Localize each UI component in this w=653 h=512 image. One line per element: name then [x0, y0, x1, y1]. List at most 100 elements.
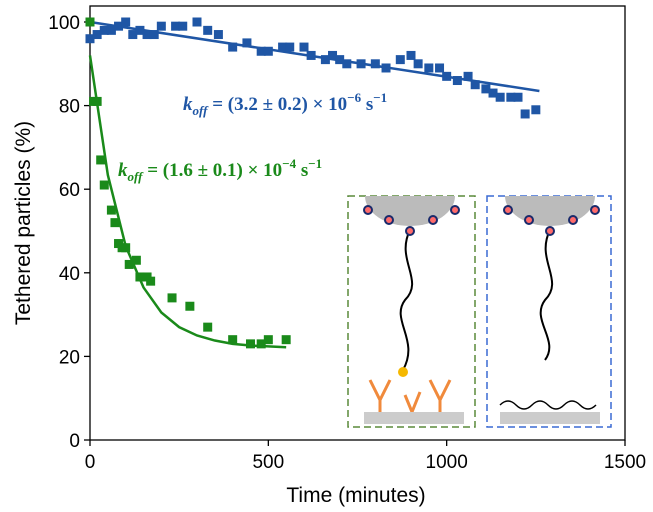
marker: [121, 17, 131, 27]
polymer-brush: [499, 400, 597, 410]
unit: s: [361, 94, 373, 115]
particle: [505, 196, 595, 226]
plot-frame: [89, 5, 626, 441]
y-axis-label: Tethered particles (%): [12, 121, 35, 325]
annotation-main: = (1.6 ± 0.1) × 10: [142, 160, 282, 181]
marker: [256, 339, 266, 349]
k-subscript: off: [193, 103, 210, 118]
marker: [370, 59, 380, 69]
marker: [171, 21, 181, 31]
marker: [452, 76, 462, 86]
marker: [442, 71, 452, 81]
marker: [149, 30, 159, 40]
marker: [413, 59, 423, 69]
marker: [520, 109, 530, 119]
marker: [531, 105, 541, 115]
marker: [335, 55, 345, 65]
binders: [363, 205, 600, 236]
marker: [328, 50, 338, 60]
y-tick-label: 80: [59, 97, 80, 118]
marker: [99, 25, 109, 35]
exponent: −4: [282, 156, 296, 171]
surface: [364, 412, 464, 424]
marker: [278, 42, 288, 52]
marker: [513, 92, 523, 102]
marker: [406, 50, 416, 60]
y-tick-label: 100: [48, 13, 80, 34]
marker: [124, 259, 134, 269]
tether: [399, 229, 414, 371]
marker: [121, 243, 131, 253]
marker: [213, 30, 223, 40]
marker: [435, 63, 445, 73]
k-symbol: k: [183, 94, 193, 115]
marker: [203, 25, 213, 35]
marker: [106, 25, 116, 35]
x-tick-label: 0: [85, 452, 96, 473]
marker: [281, 335, 291, 345]
marker: [299, 42, 309, 52]
marker: [96, 155, 106, 165]
marker: [146, 276, 156, 286]
marker: [131, 255, 141, 265]
annotation-main: = (3.2 ± 0.2) × 10: [207, 94, 347, 115]
marker: [481, 84, 491, 94]
marker: [246, 339, 255, 349]
marker: [203, 322, 213, 332]
marker: [356, 59, 366, 69]
marker: [128, 30, 138, 40]
marker: [135, 25, 145, 35]
x-tick-label: 1500: [604, 452, 646, 473]
marker: [85, 34, 95, 44]
marker: [110, 218, 120, 228]
y-tick-label: 40: [59, 264, 80, 285]
marker: [106, 205, 116, 215]
marker: [228, 42, 238, 52]
marker: [470, 80, 480, 90]
marker: [306, 50, 316, 60]
unit: s: [296, 160, 308, 181]
marker: [85, 17, 95, 27]
surface: [500, 412, 600, 424]
marker: [92, 96, 102, 106]
marker: [506, 92, 516, 102]
marker: [114, 21, 124, 31]
unit-exponent: −1: [373, 90, 387, 105]
marker: [424, 63, 434, 73]
marker: [256, 46, 266, 56]
particle: [365, 196, 455, 226]
marker: [263, 335, 273, 345]
annotation: koff = (1.6 ± 0.1) × 10−4 s−1: [118, 156, 322, 184]
y-tick-label: 60: [59, 180, 80, 201]
marker: [320, 55, 330, 65]
x-tick-label: 1000: [426, 452, 468, 473]
marker: [242, 38, 252, 48]
marker: [285, 42, 295, 52]
y-tick-label: 0: [69, 431, 80, 452]
k-subscript: off: [128, 169, 145, 184]
marker: [192, 17, 202, 27]
marker: [92, 30, 102, 40]
marker: [381, 63, 391, 73]
marker: [156, 21, 166, 31]
antibodies: [368, 379, 452, 416]
k-symbol: k: [118, 160, 128, 181]
marker: [142, 30, 152, 40]
insets: [347, 195, 612, 428]
inset-frame: [347, 195, 476, 428]
marker: [99, 180, 109, 190]
x-tick-label: 500: [252, 452, 284, 473]
marker: [488, 88, 498, 98]
marker: [185, 301, 195, 311]
y-tick-label: 20: [59, 347, 80, 368]
marker: [495, 92, 505, 102]
marker: [228, 335, 238, 345]
marker: [463, 71, 473, 81]
marker: [263, 46, 273, 56]
x-axis-label: Time (minutes): [286, 484, 425, 507]
unit-exponent: −1: [308, 156, 322, 171]
annotation: koff = (3.2 ± 0.2) × 10−6 s−1: [183, 90, 387, 118]
marker: [178, 21, 188, 31]
